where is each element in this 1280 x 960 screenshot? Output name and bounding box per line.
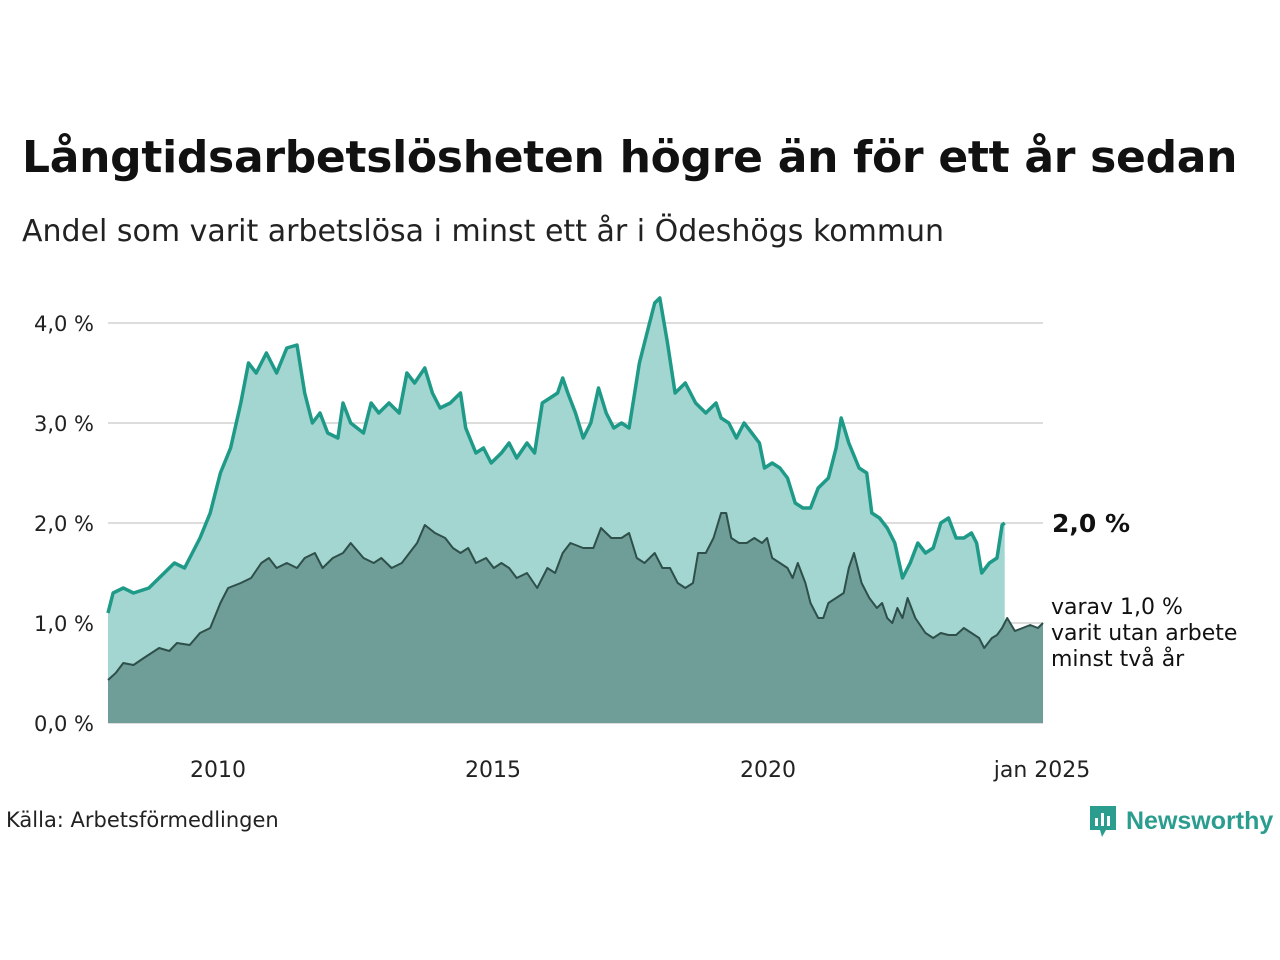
end-label-sub-line: minst två år (1051, 646, 1185, 672)
chart-areas (106, 296, 1044, 723)
y-tick-label: 1,0 % (34, 612, 94, 636)
source-note: Källa: Arbetsförmedlingen (6, 808, 279, 832)
y-axis-labels: 0,0 % 1,0 % 2,0 % 3,0 % 4,0 % (34, 312, 94, 736)
chart-title: Långtidsarbetslösheten högre än för ett … (22, 132, 1238, 183)
y-tick-label: 4,0 % (34, 312, 94, 336)
area-chart: 0,0 % 1,0 % 2,0 % 3,0 % 4,0 % 2010 2015 2020 ja… (34, 296, 1237, 783)
series-long-term-line (106, 296, 1006, 614)
chart-subtitle: Andel som varit arbetslösa i minst ett å… (22, 214, 945, 249)
x-axis-labels: 2010 2015 2020 jan 2025 (190, 758, 1090, 783)
y-tick-label: 3,0 % (34, 412, 94, 436)
series-very-long-term-area (108, 513, 1043, 723)
end-label-sub-line: varav 1,0 % (1051, 595, 1183, 620)
series-very-long-term-line (107, 512, 1044, 681)
y-tick-label: 0,0 % (34, 712, 94, 736)
y-tick-label: 2,0 % (34, 512, 94, 536)
x-tick-label: 2020 (740, 758, 796, 783)
end-label-sub-line: varit utan arbete (1051, 621, 1237, 646)
brand-name: Newsworthy (1126, 806, 1274, 835)
end-label-main: 2,0 % (1052, 509, 1130, 538)
x-tick-label: 2010 (190, 758, 246, 783)
newsworthy-logo-icon (1090, 806, 1116, 837)
x-tick-label: jan 2025 (993, 758, 1091, 783)
brand-logo[interactable]: Newsworthy (1088, 804, 1273, 838)
x-tick-label: 2015 (465, 758, 521, 783)
